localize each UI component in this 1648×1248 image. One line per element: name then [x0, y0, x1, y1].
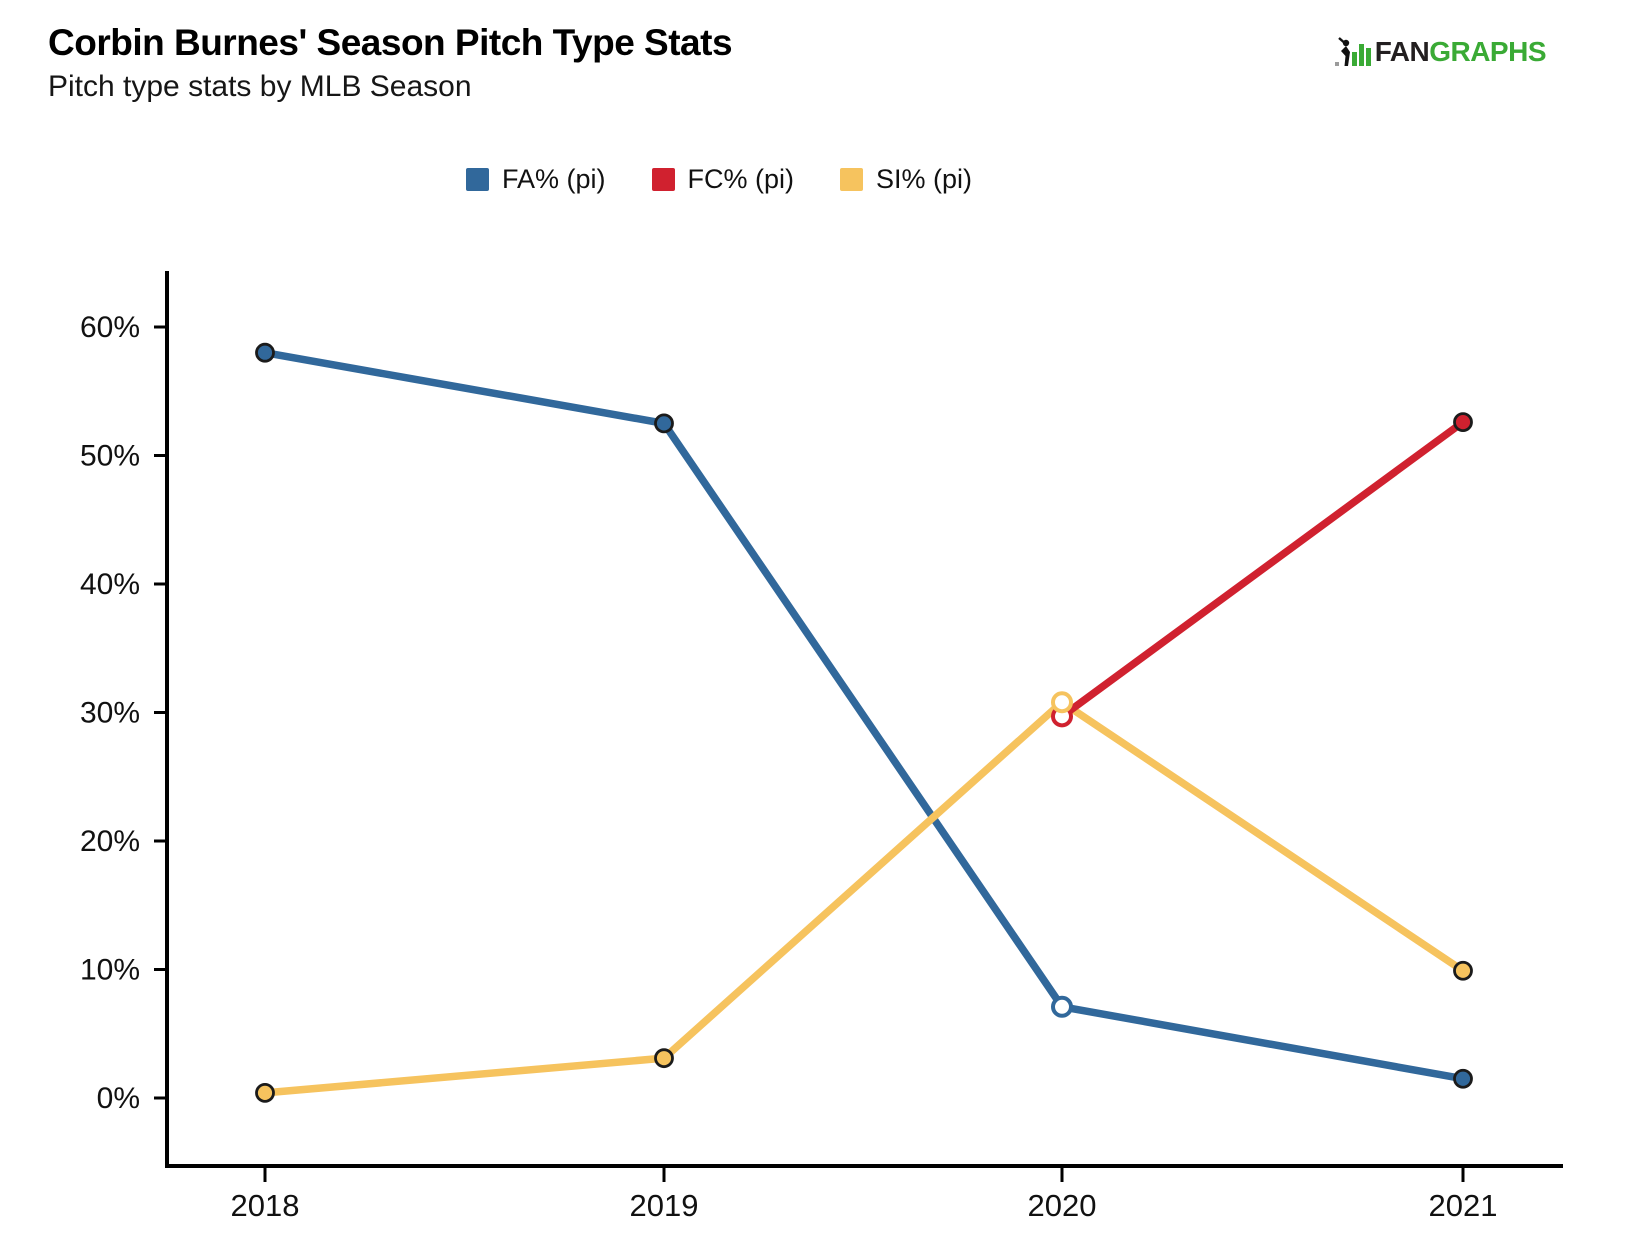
data-point-2019-fa-pi: [654, 413, 674, 434]
data-point-2019-si-pi: [654, 1048, 674, 1069]
x-tick-label: 2019: [630, 1188, 699, 1223]
legend-item-fa-pct[interactable]: FA% (pi): [466, 164, 606, 195]
y-tick-label: 50%: [80, 440, 140, 473]
data-point-2020-si-pi: [1051, 691, 1073, 714]
y-tick-label: 40%: [80, 568, 140, 601]
legend-label-si: SI% (pi): [876, 164, 973, 194]
data-point-2021-fa-pi: [1453, 1068, 1473, 1089]
data-point-2021-fc-pi: [1453, 412, 1473, 432]
chart-header: Corbin Burnes' Season Pitch Type Stats P…: [48, 22, 733, 104]
si-legend-swatch-icon: [840, 168, 864, 191]
series-line-fa-pi: [261, 348, 1467, 1083]
series-line-fc-pi: [1058, 418, 1467, 721]
fangraphs-logo-text: FANGRAPHS: [1374, 36, 1547, 68]
x-tick-label: 2018: [231, 1188, 300, 1223]
y-tick-label: 0%: [97, 1082, 140, 1115]
chart-subtitle: Pitch type stats by MLB Season: [48, 70, 472, 103]
data-point-2018-fa-pi: [255, 342, 275, 363]
fc-legend-swatch-icon: [651, 168, 675, 191]
legend-label-fc: FC% (pi): [687, 164, 795, 194]
x-tick-label: 2020: [1028, 1188, 1097, 1223]
x-tick-label: 2021: [1429, 1188, 1498, 1223]
chart-legend: FA% (pi) FC% (pi) SI% (pi): [466, 164, 972, 195]
y-tick-label: 60%: [80, 311, 140, 344]
y-tick-label: 20%: [80, 825, 140, 858]
chart-title: Corbin Burnes' Season Pitch Type Stats: [48, 22, 733, 63]
logo-fan-text: FAN: [1374, 36, 1430, 67]
y-tick-label: 10%: [80, 954, 140, 987]
data-point-2020-fa-pi: [1051, 995, 1073, 1018]
logo-graphs-text: GRAPHS: [1429, 36, 1546, 67]
series-line-si-pi: [261, 698, 1467, 1097]
fangraphs-logo[interactable]: FANGRAPHS: [1334, 36, 1547, 68]
fa-legend-swatch-icon: [466, 168, 489, 191]
legend-label-fa: FA% (pi): [502, 164, 606, 194]
fangraphs-batter-icon: [1334, 37, 1371, 66]
data-point-2021-si-pi: [1453, 960, 1473, 981]
legend-item-fc-pct[interactable]: FC% (pi): [651, 164, 795, 195]
legend-item-si-pct[interactable]: SI% (pi): [840, 164, 972, 195]
y-tick-label: 30%: [80, 697, 140, 730]
data-point-2018-si-pi: [255, 1082, 275, 1103]
